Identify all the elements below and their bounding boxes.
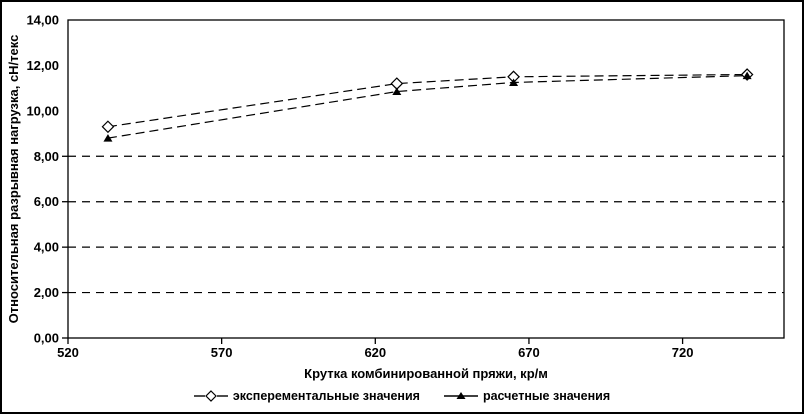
x-tick-label: 670 xyxy=(518,345,540,360)
x-tick-label: 720 xyxy=(672,345,694,360)
x-tick-label: 520 xyxy=(57,345,79,360)
marker-triangle xyxy=(103,134,113,142)
y-tick-label: 10,00 xyxy=(26,103,59,118)
y-tick-label: 8,00 xyxy=(34,149,59,164)
legend-item-calculated: расчетные значения xyxy=(443,389,611,403)
marker-diamond xyxy=(390,77,404,90)
legend: эксперементальные значения расчетные зна… xyxy=(2,389,802,403)
legend-label-calculated: расчетные значения xyxy=(482,389,611,403)
y-tick-label: 2,00 xyxy=(34,285,59,300)
x-axis-title: Крутка комбинированной пряжи, кр/м xyxy=(304,366,548,381)
marker-triangle xyxy=(509,78,519,86)
marker-diamond xyxy=(101,120,115,134)
series-line-1 xyxy=(107,75,748,139)
diamond-marker-icon xyxy=(193,390,228,402)
series-line-0 xyxy=(107,73,748,128)
legend-label-experimental: эксперементальные значения xyxy=(232,389,420,403)
y-axis-title: Относительная разрывная нагрузка, сН/тек… xyxy=(6,34,21,324)
marker-triangle xyxy=(392,87,402,96)
y-tick-label: 0,00 xyxy=(34,331,59,346)
legend-item-experimental: эксперементальные значения xyxy=(193,389,420,403)
y-tick-label: 6,00 xyxy=(34,194,59,209)
y-tick-label: 14,00 xyxy=(26,13,59,28)
triangle-marker-icon xyxy=(443,392,478,399)
x-tick-label: 620 xyxy=(364,345,386,360)
x-tick-label: 570 xyxy=(211,345,233,360)
marker-triangle xyxy=(742,71,752,80)
y-tick-label: 12,00 xyxy=(26,58,59,73)
y-tick-label: 4,00 xyxy=(34,240,59,255)
plot-area-border xyxy=(67,19,785,339)
